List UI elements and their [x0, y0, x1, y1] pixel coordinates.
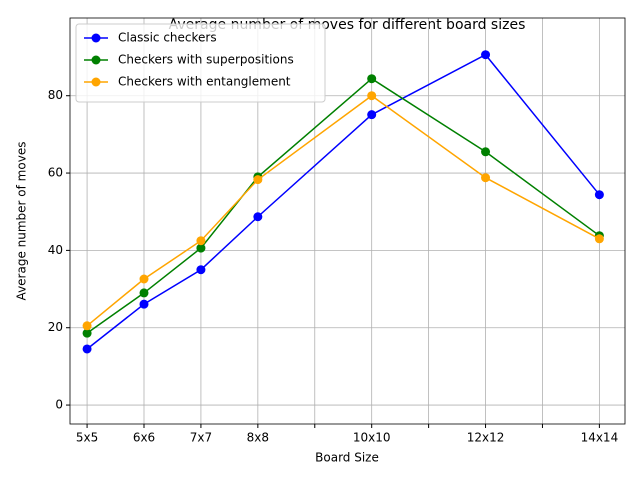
x-tick-label: 10x10: [353, 431, 391, 445]
legend-label: Checkers with entanglement: [118, 75, 291, 89]
x-tick-label: 6x6: [133, 431, 155, 445]
data-point: [594, 234, 604, 244]
plot-frame: [69, 17, 626, 425]
data-point: [139, 274, 149, 284]
data-point: [367, 110, 377, 120]
legend-marker: [91, 77, 101, 87]
data-point: [139, 288, 149, 298]
x-tick-label: 8x8: [247, 431, 269, 445]
x-axis-label: Board Size: [315, 451, 379, 465]
y-tick-label: 40: [48, 243, 63, 257]
data-point: [481, 147, 491, 157]
data-point: [481, 50, 491, 60]
legend-marker: [91, 33, 101, 43]
y-tick-label: 80: [48, 88, 63, 102]
legend-marker: [91, 55, 101, 65]
x-tick-label: 5x5: [76, 431, 98, 445]
y-tick-label: 60: [48, 166, 63, 180]
data-point: [139, 299, 149, 309]
data-point: [253, 175, 263, 185]
x-tick-label: 12x12: [467, 431, 505, 445]
y-axis-label: Average number of moves: [15, 142, 29, 301]
data-point: [196, 243, 206, 253]
data-point: [367, 91, 377, 101]
data-point: [82, 328, 92, 338]
data-point: [196, 265, 206, 275]
x-tick-label: 14x14: [581, 431, 619, 445]
data-point: [82, 344, 92, 354]
legend-label: Classic checkers: [118, 31, 217, 45]
data-point: [481, 173, 491, 183]
legend-box: [75, 23, 326, 103]
x-tick-label: 7x7: [190, 431, 212, 445]
legend-label: Checkers with superpositions: [118, 53, 294, 67]
data-point: [367, 74, 377, 84]
y-tick-label: 0: [55, 398, 63, 412]
data-point: [253, 212, 263, 222]
data-point: [82, 321, 92, 331]
data-point: [594, 190, 604, 200]
y-tick-label: 20: [48, 320, 63, 334]
data-point: [196, 236, 206, 246]
